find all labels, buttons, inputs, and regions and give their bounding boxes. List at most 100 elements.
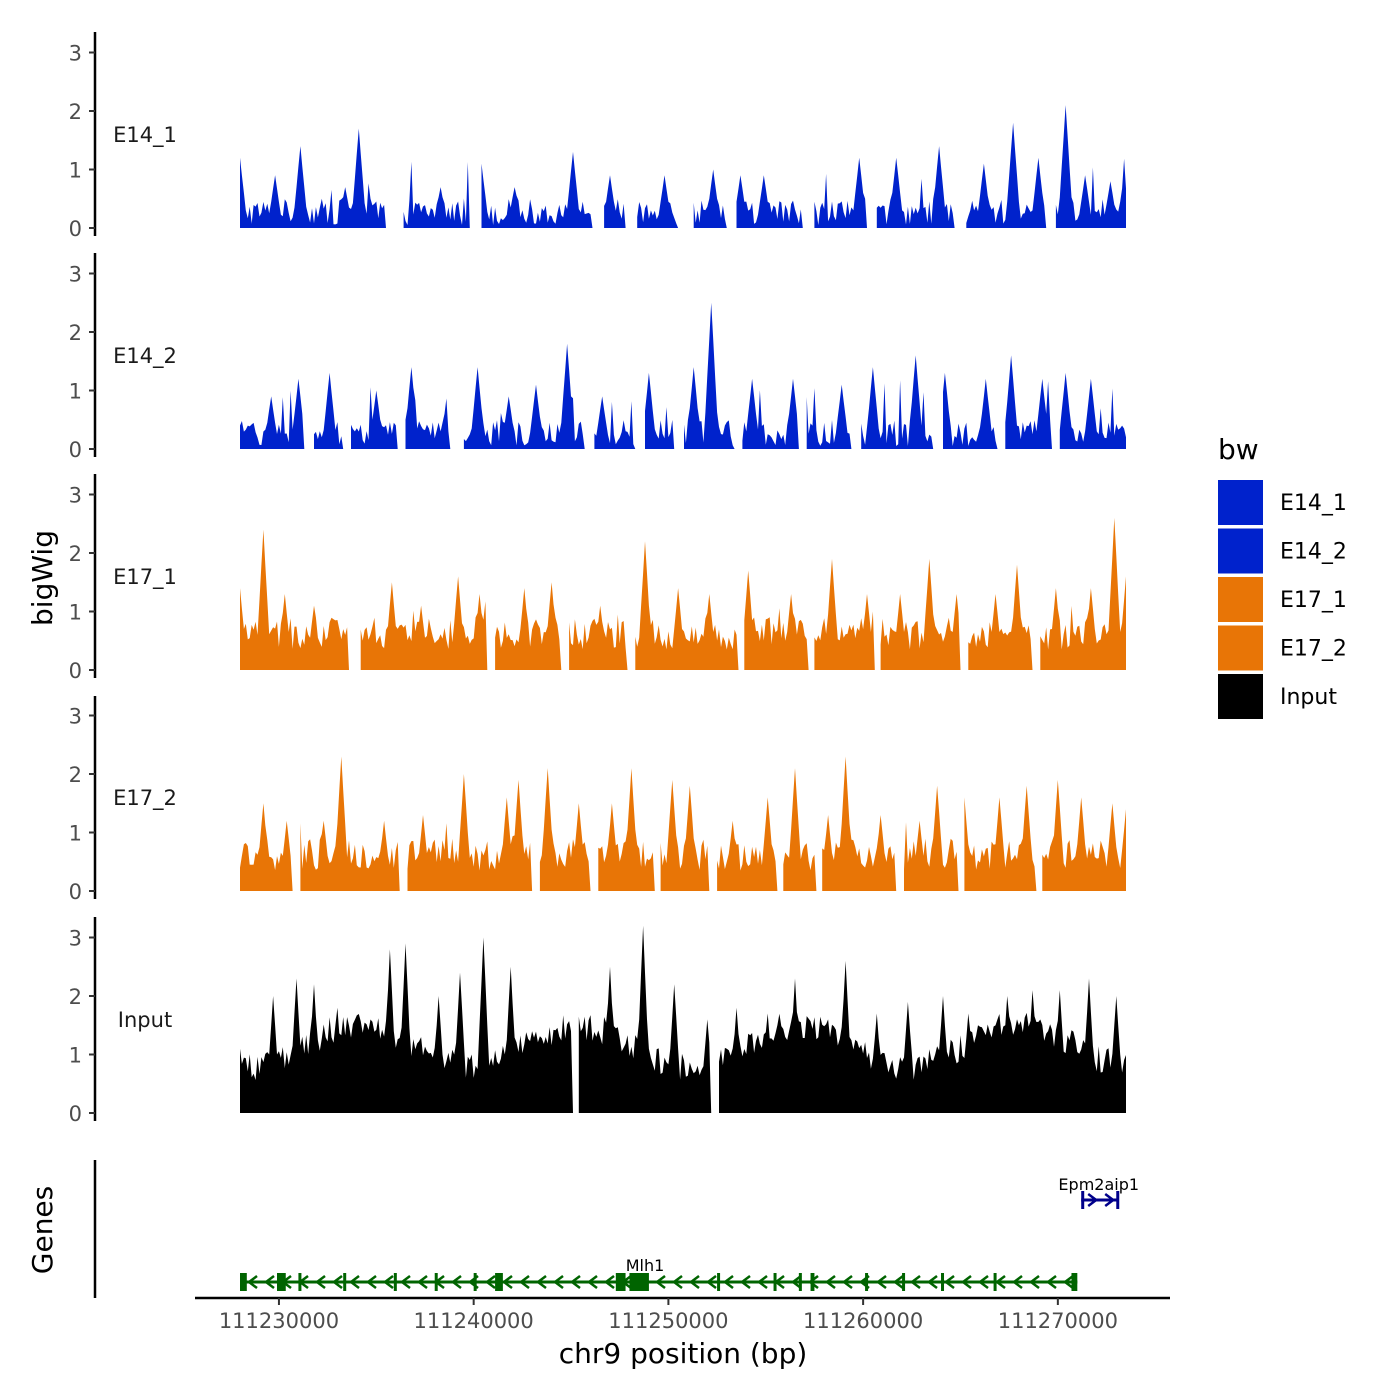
gene-Mlh1: Mlh1 xyxy=(240,1256,1078,1291)
strand-arrow xyxy=(1087,1193,1099,1207)
exon xyxy=(993,1273,997,1291)
signal-area xyxy=(240,517,1126,670)
strand-arrow xyxy=(1011,1275,1023,1289)
strand-arrow xyxy=(263,1275,275,1289)
exon xyxy=(240,1273,247,1291)
x-axis-title: chr9 position (bp) xyxy=(559,1337,808,1370)
exon xyxy=(1081,1191,1085,1209)
exon xyxy=(434,1273,438,1291)
track-label: E17_1 xyxy=(113,565,177,590)
strand-arrow xyxy=(1028,1275,1040,1289)
strand-arrow xyxy=(552,1275,564,1289)
strand-arrow xyxy=(365,1275,377,1289)
exon xyxy=(865,1273,869,1291)
track-E17_1: 0 1 2 3 E17_1 xyxy=(69,474,1126,683)
strand-arrow xyxy=(1104,1193,1116,1207)
y-tick-label: 0 xyxy=(69,1102,82,1126)
legend-title: bw xyxy=(1218,433,1259,466)
strand-arrow xyxy=(960,1275,972,1289)
strand-arrow xyxy=(450,1275,462,1289)
exon xyxy=(810,1273,815,1291)
track-Input: 0 1 2 3 Input xyxy=(69,917,1126,1126)
strand-arrow xyxy=(416,1275,428,1289)
exon xyxy=(773,1273,777,1291)
strand-arrow xyxy=(1062,1275,1074,1289)
strand-arrow xyxy=(348,1275,360,1289)
strand-arrow xyxy=(994,1275,1006,1289)
exon xyxy=(615,1273,626,1291)
strand-arrow xyxy=(586,1275,598,1289)
strand-arrow xyxy=(314,1275,326,1289)
strand-arrow xyxy=(909,1275,921,1289)
strand-arrow xyxy=(382,1275,394,1289)
legend-label: Input xyxy=(1280,685,1337,710)
legend-swatch xyxy=(1218,674,1263,719)
legend-swatch xyxy=(1218,528,1263,574)
track-label: Input xyxy=(118,1008,172,1032)
strand-arrow xyxy=(824,1275,836,1289)
y-tick-label: 1 xyxy=(69,1044,82,1068)
genes-layer: Mlh1 Epm2aip1 xyxy=(93,1160,1139,1298)
legend: bw E14_1 E14_2 E17_1 E17_2 Input xyxy=(1218,433,1347,719)
gene-label: Mlh1 xyxy=(626,1256,665,1275)
strand-arrow xyxy=(705,1275,717,1289)
track-label: E17_2 xyxy=(113,786,177,811)
exon xyxy=(495,1273,503,1291)
y-tick-label: 0 xyxy=(69,880,82,904)
strand-arrow xyxy=(875,1275,887,1289)
x-tick-label: 111250000 xyxy=(608,1309,728,1333)
y-tick-label: 3 xyxy=(69,42,82,66)
strand-arrow xyxy=(535,1275,547,1289)
strand-arrow xyxy=(926,1275,938,1289)
strand-arrow xyxy=(246,1275,258,1289)
strand-arrow xyxy=(807,1275,819,1289)
y-tick-label: 0 xyxy=(69,659,82,683)
legend-label: E17_2 xyxy=(1280,637,1347,662)
y-tick-label: 1 xyxy=(69,822,82,846)
strand-arrow xyxy=(1045,1275,1057,1289)
strand-arrow xyxy=(722,1275,734,1289)
tracks-layer: 0 1 2 3 E14_1 0 1 2 3 E14_2 0 1 2 3 E17_1 0 1 2 3 E17_2 0 1 2 3… xyxy=(69,32,1126,1126)
strand-arrow xyxy=(790,1275,802,1289)
gene-Epm2aip1: Epm2aip1 xyxy=(1058,1175,1139,1209)
exon xyxy=(298,1273,302,1291)
y-tick-label: 0 xyxy=(69,438,82,462)
y-tick-label: 2 xyxy=(69,985,82,1009)
track-E17_2: 0 1 2 3 E17_2 xyxy=(69,696,1126,904)
x-tick-label: 111270000 xyxy=(998,1309,1118,1333)
strand-arrow xyxy=(756,1275,768,1289)
exon xyxy=(629,1273,649,1291)
y-tick-label: 3 xyxy=(69,927,82,951)
strand-arrow xyxy=(399,1275,411,1289)
strand-arrow xyxy=(484,1275,496,1289)
y-tick-label: 3 xyxy=(69,705,82,729)
strand-arrow xyxy=(688,1275,700,1289)
legend-swatch xyxy=(1218,577,1263,622)
exon xyxy=(473,1273,477,1291)
y-tick-label: 1 xyxy=(69,159,82,183)
strand-arrow xyxy=(943,1275,955,1289)
y-tick-label: 2 xyxy=(69,542,82,566)
exon xyxy=(1071,1273,1078,1291)
exon xyxy=(276,1273,286,1291)
x-tick-label: 111230000 xyxy=(219,1309,339,1333)
strand-arrow xyxy=(671,1275,683,1289)
x-axis: 111230000 111240000 111250000 111260000 1112… xyxy=(195,1296,1170,1333)
y-tick-label: 2 xyxy=(69,100,82,124)
signal-area xyxy=(240,756,1126,891)
genes-axis-title: Genes xyxy=(26,1186,59,1274)
legend-label: E14_2 xyxy=(1280,540,1347,565)
exon xyxy=(393,1273,397,1291)
strand-arrow xyxy=(331,1275,343,1289)
y-tick-label: 1 xyxy=(69,601,82,625)
strand-arrow xyxy=(892,1275,904,1289)
exon xyxy=(343,1273,347,1291)
signal-area xyxy=(240,302,1126,449)
strand-arrow xyxy=(501,1275,513,1289)
signal-area xyxy=(240,105,1126,228)
legend-swatch xyxy=(1218,480,1263,525)
strand-arrow xyxy=(739,1275,751,1289)
x-tick-label: 111260000 xyxy=(803,1309,923,1333)
strand-arrow xyxy=(977,1275,989,1289)
